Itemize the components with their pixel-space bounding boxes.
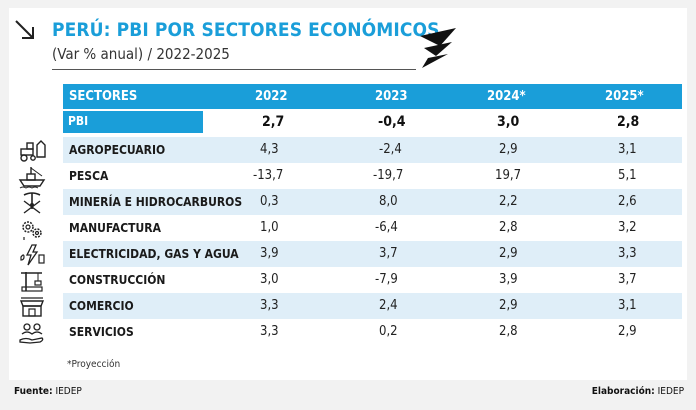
- cell-2022: 4,3: [260, 142, 279, 157]
- table-row: MANUFACTURA 1,0 -6,4 2,8 3,2: [63, 215, 682, 241]
- column-header-2024: 2024*: [487, 89, 526, 104]
- pbi-value-2022: 2,7: [262, 114, 285, 130]
- cell-2025: 2,9: [618, 324, 637, 339]
- page-title: PERÚ: PBI POR SECTORES ECONÓMICOS: [52, 19, 440, 41]
- table-row: PESCA -13,7 -19,7 19,7 5,1: [63, 163, 682, 189]
- cell-2025: 3,1: [618, 298, 637, 313]
- fishing-boat-icon: [18, 167, 46, 189]
- column-header-2025: 2025*: [605, 89, 644, 104]
- table-row: SERVICIOS 3,3 0,2 2,8 2,9: [63, 319, 682, 345]
- source-value: IEDEP: [55, 386, 82, 397]
- table-row: MINERÍA E HIDROCARBUROS 0,3 8,0 2,2 2,6: [63, 189, 682, 215]
- credit-value: IEDEP: [657, 386, 684, 397]
- cell-2024: 2,9: [499, 298, 518, 313]
- cell-2023: -19,7: [373, 168, 404, 183]
- store-icon: [19, 297, 45, 317]
- cell-2024: 2,8: [499, 324, 518, 339]
- cell-2023: 3,7: [379, 246, 398, 261]
- cell-2022: 3,3: [260, 298, 279, 313]
- mining-tools-icon: [23, 192, 41, 214]
- cell-2025: 3,7: [618, 272, 637, 287]
- cell-2022: 0,3: [260, 194, 279, 209]
- arrow-down-right-icon: [15, 20, 34, 39]
- table-row: CONSTRUCCIÓN 3,0 -7,9 3,9 3,7: [63, 267, 682, 293]
- cell-2023: 8,0: [379, 194, 398, 209]
- cell-2024: 3,9: [499, 272, 518, 287]
- pbi-value-2024: 3,0: [497, 114, 520, 130]
- cell-2025: 3,1: [618, 142, 637, 157]
- sector-label: CONSTRUCCIÓN: [69, 273, 166, 287]
- publisher-logo: [420, 28, 456, 68]
- column-header-2023: 2023: [375, 89, 408, 104]
- title-divider: [52, 69, 416, 70]
- cell-2023: -7,9: [375, 272, 398, 287]
- cell-2022: 3,0: [260, 272, 279, 287]
- sector-label: AGROPECUARIO: [69, 143, 166, 157]
- column-header-sectores: SECTORES: [69, 89, 138, 104]
- sector-label: SERVICIOS: [69, 325, 134, 339]
- cell-2023: 0,2: [379, 324, 398, 339]
- sector-label: COMERCIO: [69, 299, 134, 313]
- cell-2025: 3,2: [618, 220, 637, 235]
- cell-2024: 2,9: [499, 142, 518, 157]
- cell-2024: 2,9: [499, 246, 518, 261]
- cell-2022: 3,3: [260, 324, 279, 339]
- cell-2025: 3,3: [618, 246, 637, 261]
- source-label: Fuente:: [14, 386, 53, 397]
- pbi-label-cell: PBI: [63, 111, 203, 133]
- author-credit: Elaboración: IEDEP: [592, 386, 684, 397]
- pbi-label: PBI: [68, 114, 89, 128]
- sector-label: PESCA: [69, 169, 109, 183]
- cell-2023: -6,4: [375, 220, 398, 235]
- pbi-value-2025: 2,8: [617, 114, 640, 130]
- cell-2023: 2,4: [379, 298, 398, 313]
- crane-icon: [21, 272, 43, 292]
- credit-label: Elaboración:: [591, 386, 655, 397]
- column-header-2022: 2022: [255, 89, 288, 104]
- cell-2022: -13,7: [253, 168, 284, 183]
- page-subtitle: (Var % anual) / 2022-2025: [52, 45, 230, 63]
- table-row: COMERCIO 3,3 2,4 2,9 3,1: [63, 293, 682, 319]
- cell-2025: 5,1: [618, 168, 637, 183]
- sector-label: MINERÍA E HIDROCARBUROS: [69, 195, 243, 209]
- cell-2024: 19,7: [495, 168, 522, 183]
- cell-2024: 2,8: [499, 220, 518, 235]
- cell-2024: 2,2: [499, 194, 518, 209]
- cell-2022: 3,9: [260, 246, 279, 261]
- sector-label: MANUFACTURA: [69, 221, 161, 235]
- table-header: SECTORES 2022 2023 2024* 2025*: [63, 84, 682, 109]
- sector-label: ELECTRICIDAD, GAS Y AGUA: [69, 247, 239, 261]
- source-credit: Fuente: IEDEP: [14, 386, 82, 397]
- table-row: ELECTRICIDAD, GAS Y AGUA 3,9 3,7 2,9 3,3: [63, 241, 682, 267]
- cell-2025: 2,6: [618, 194, 637, 209]
- table-row: AGROPECUARIO 4,3 -2,4 2,9 3,1: [63, 137, 682, 163]
- service-hand-icon: [19, 323, 44, 344]
- footnote-projection: *Proyección: [67, 359, 121, 370]
- gears-icon: [22, 221, 42, 240]
- utilities-icon: [20, 244, 45, 266]
- pbi-value-2023: -0,4: [378, 114, 406, 130]
- cell-2023: -2,4: [379, 142, 402, 157]
- cell-2022: 1,0: [260, 220, 279, 235]
- tractor-icon: [20, 140, 46, 162]
